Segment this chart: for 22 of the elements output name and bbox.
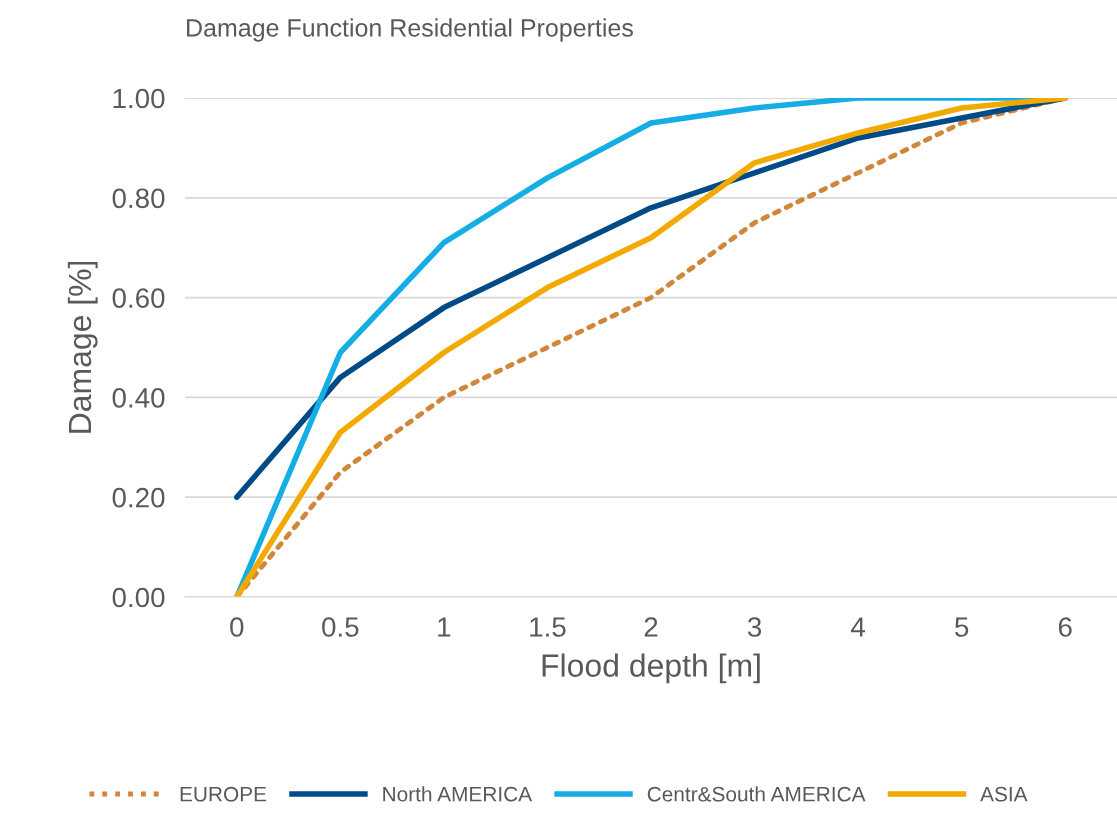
y-tick-label: 0.60 [112, 288, 165, 308]
x-tick-label: 0 [230, 617, 244, 637]
y-tick-label: 0.00 [112, 587, 165, 608]
y-tick-label: 0.20 [112, 487, 165, 508]
legend-label: ASIA [980, 786, 1028, 802]
x-tick-label: 1.5 [530, 617, 566, 637]
x-tick-label: 0.5 [322, 617, 359, 637]
x-tick-label: 5 [955, 617, 969, 637]
x-tick-label: 1 [438, 617, 451, 637]
legend-label: EUROPE [180, 786, 267, 802]
x-axis-title: Flood depth [m] [542, 653, 760, 684]
x-tick-label: 6 [1058, 617, 1072, 637]
y-tick-label: 1.00 [113, 88, 165, 109]
legend-label: Centr&South AMERICA [647, 786, 866, 802]
x-tick-label: 4 [851, 617, 866, 637]
y-tick-label: 0.40 [112, 388, 165, 408]
y-axis-title: Damage [%] [67, 261, 98, 433]
x-tick-label: 3 [747, 617, 762, 637]
chart-title: Damage Function Residential Properties [187, 18, 633, 42]
x-tick-label: 2 [644, 617, 658, 637]
y-tick-label: 0.80 [112, 188, 165, 209]
legend-label: North AMERICA [383, 786, 533, 802]
